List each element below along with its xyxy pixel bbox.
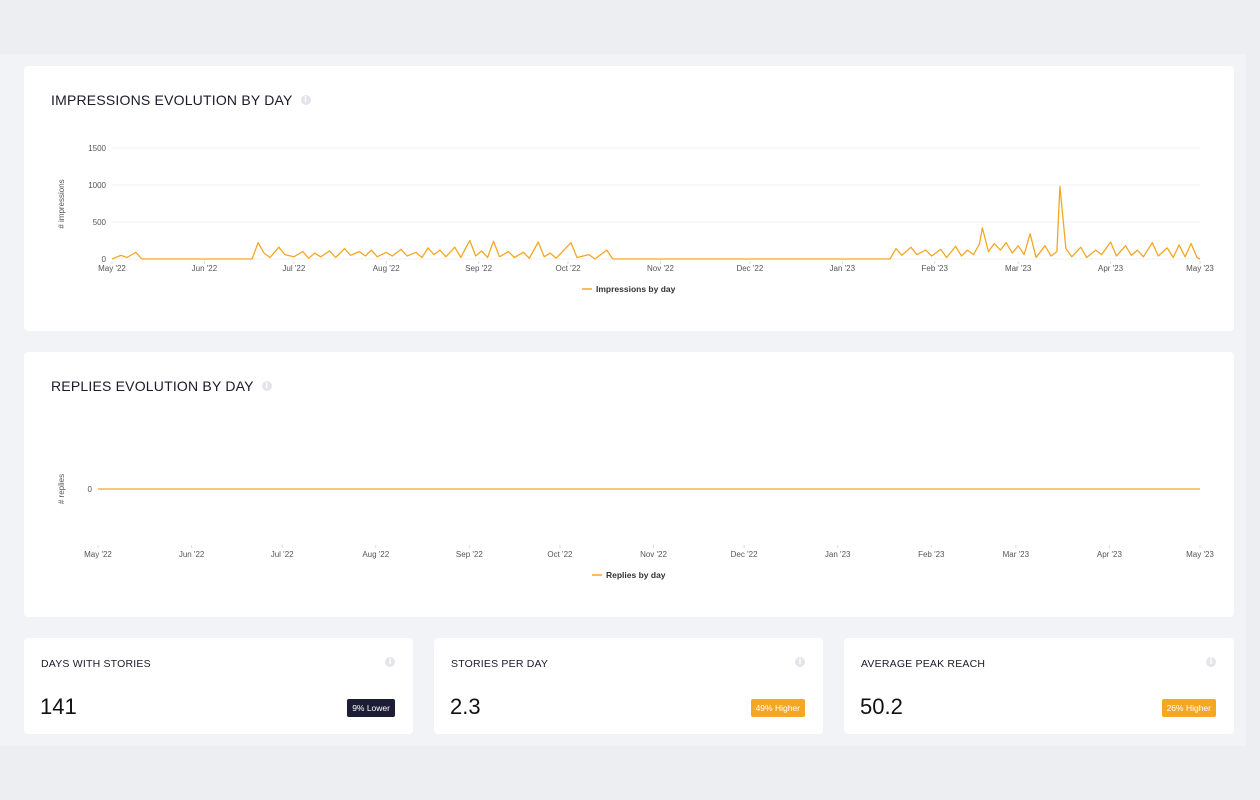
info-icon[interactable]: i xyxy=(261,381,272,391)
x-tick-label: Apr '23 xyxy=(1097,550,1123,559)
x-tick-label: Jan '23 xyxy=(830,264,856,273)
x-tick-label: Aug '22 xyxy=(362,550,389,559)
top-band xyxy=(0,0,1260,54)
x-tick-label: May '22 xyxy=(98,264,126,273)
x-tick-label: Aug '22 xyxy=(373,264,400,273)
y-tick-label: 0 xyxy=(102,255,107,264)
info-icon[interactable]: i xyxy=(300,95,311,105)
replies-card: REPLIES EVOLUTION BY DAY i 0 # replies May… xyxy=(24,352,1234,617)
x-tick-label: Mar '23 xyxy=(1003,550,1030,559)
legend-label[interactable]: Impressions by day xyxy=(596,284,676,294)
comparison-badge: 49% Higher xyxy=(750,699,805,717)
x-tick-label: Jun '22 xyxy=(179,550,205,559)
stat-value: 50.2 xyxy=(860,694,903,719)
y-tick-label: 1000 xyxy=(88,181,106,190)
x-tick-label: Nov '22 xyxy=(647,264,674,273)
x-tick-label: Apr '23 xyxy=(1098,264,1124,273)
stat-value: 141 xyxy=(40,694,77,719)
y-tick-label: 1500 xyxy=(88,144,106,153)
x-tick-label: Jul '22 xyxy=(282,264,305,273)
x-tick-label: Jun '22 xyxy=(192,264,218,273)
stat-title: AVERAGE PEAK REACH xyxy=(861,658,986,670)
stat-card-days-with-stories: DAYS WITH STORIES i 141 9% Lower xyxy=(24,638,413,734)
stat-value: 2.3 xyxy=(450,694,481,719)
comparison-badge: 26% Higher xyxy=(1161,699,1216,717)
x-tick-label: May '22 xyxy=(84,550,112,559)
impressions-card-title: IMPRESSIONS EVOLUTION BY DAY xyxy=(51,92,293,108)
y-axis-label: # impressions xyxy=(57,179,66,228)
x-tick-label: Jan '23 xyxy=(825,550,851,559)
stat-title: STORIES PER DAY xyxy=(451,658,549,670)
y-tick-label: 0 xyxy=(88,485,93,494)
legend-label[interactable]: Replies by day xyxy=(606,570,666,580)
x-tick-label: Sep '22 xyxy=(465,264,492,273)
x-tick-label: Oct '22 xyxy=(556,264,582,273)
impressions-card-header: IMPRESSIONS EVOLUTION BY DAY i xyxy=(51,92,311,108)
replies-card-title: REPLIES EVOLUTION BY DAY xyxy=(51,378,254,394)
x-tick-label: Dec '22 xyxy=(736,264,763,273)
x-tick-label: Nov '22 xyxy=(640,550,667,559)
info-icon[interactable]: i xyxy=(795,657,805,667)
series-line xyxy=(111,185,1201,260)
replies-card-header: REPLIES EVOLUTION BY DAY i xyxy=(51,378,272,394)
x-tick-label: Sep '22 xyxy=(456,550,483,559)
x-tick-label: Oct '22 xyxy=(547,550,573,559)
replies-chart: 0 # replies May '22 Jun '22 Jul '22 Aug '22 Se… xyxy=(57,474,1214,580)
info-icon[interactable]: i xyxy=(1206,657,1216,667)
x-tick-label: Feb '23 xyxy=(918,550,945,559)
stat-title: DAYS WITH STORIES xyxy=(41,658,151,670)
stat-card-average-peak-reach: AVERAGE PEAK REACH i 50.2 26% Higher xyxy=(844,638,1234,734)
impressions-chart: 0 500 1000 1500 # impressions May '22 Jun '22 J… xyxy=(57,144,1214,294)
stat-card-stories-per-day: STORIES PER DAY i 2.3 49% Higher xyxy=(434,638,823,734)
x-tick-label: Feb '23 xyxy=(921,264,948,273)
comparison-badge: 9% Lower xyxy=(347,699,395,717)
y-tick-label: 500 xyxy=(93,218,107,227)
x-tick-label: May '23 xyxy=(1186,550,1214,559)
x-tick-label: May '23 xyxy=(1186,264,1214,273)
impressions-card: IMPRESSIONS EVOLUTION BY DAY i 0 500 1000 1… xyxy=(24,66,1234,331)
info-icon[interactable]: i xyxy=(385,657,395,667)
y-axis-label: # replies xyxy=(57,474,66,504)
x-tick-label: Jul '22 xyxy=(271,550,294,559)
x-tick-label: Mar '23 xyxy=(1005,264,1032,273)
x-tick-label: Dec '22 xyxy=(731,550,758,559)
